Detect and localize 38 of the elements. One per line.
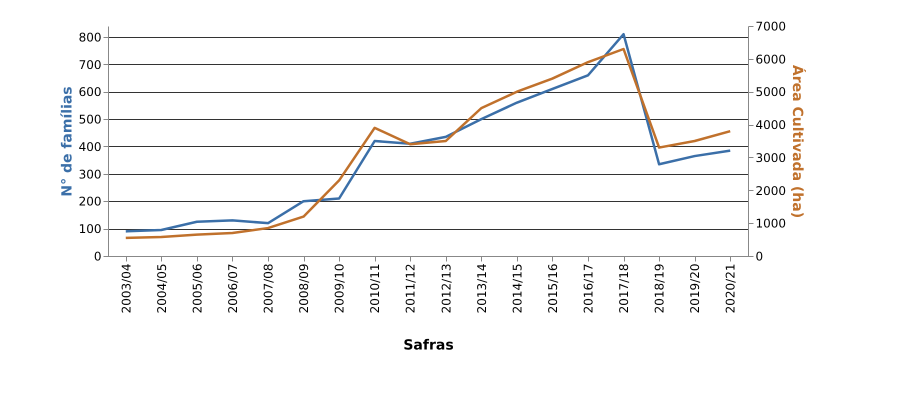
y2-tick-label: 3000 [756,150,786,165]
y2-tick-label: 7000 [756,20,786,34]
y2-tick-label: 0 [756,250,764,264]
y-tick-label: 400 [78,140,102,154]
x-tick-label: 2020/21 [724,264,738,314]
y-tick-label: 500 [78,112,102,127]
y-tick-label: 300 [78,167,102,182]
x-tick-label: 2012/13 [439,264,454,314]
x-tick-label: 2004/05 [154,264,169,314]
x-tick-label: 2013/14 [474,264,489,314]
y-tick-label: 800 [78,30,102,44]
x-tick-label: 2015/16 [546,264,560,314]
x-tick-label: 2008/09 [297,264,312,314]
x-tick-label: 2018/19 [652,264,667,314]
y2-axis-title: Área Cultivada (ha) [789,64,806,218]
x-tick-label: 2016/17 [582,264,596,314]
x-tick-label: 2007/08 [262,264,276,314]
y-tick-label: 100 [78,222,102,236]
x-tick-label: 2010/11 [368,264,382,314]
x-tick-label: 2003/04 [119,264,134,314]
y-tick-label: 0 [94,250,102,264]
x-tick-label: 2009/10 [332,264,347,314]
y2-tick-label: 1000 [756,216,786,231]
y-tick-label: 700 [78,58,102,72]
y2-tick-label: 5000 [756,85,786,100]
x-tick-label: 2011/12 [404,264,418,314]
y-tick-label: 200 [78,194,102,209]
x-tick-label: 2017/18 [617,264,632,314]
y-axis-title: N° de famílias [60,86,76,197]
x-tick-label: 2019/20 [688,264,702,314]
y-tick-label: 600 [78,85,102,100]
x-tick-label: 2005/06 [190,264,204,314]
y2-tick-label: 6000 [756,52,786,66]
x-axis-title: Safras [403,337,454,354]
y2-tick-label: 2000 [756,184,786,198]
x-tick-label: 2006/07 [226,264,240,314]
x-tick-label: 2014/15 [510,264,524,314]
y2-tick-label: 4000 [756,118,786,132]
